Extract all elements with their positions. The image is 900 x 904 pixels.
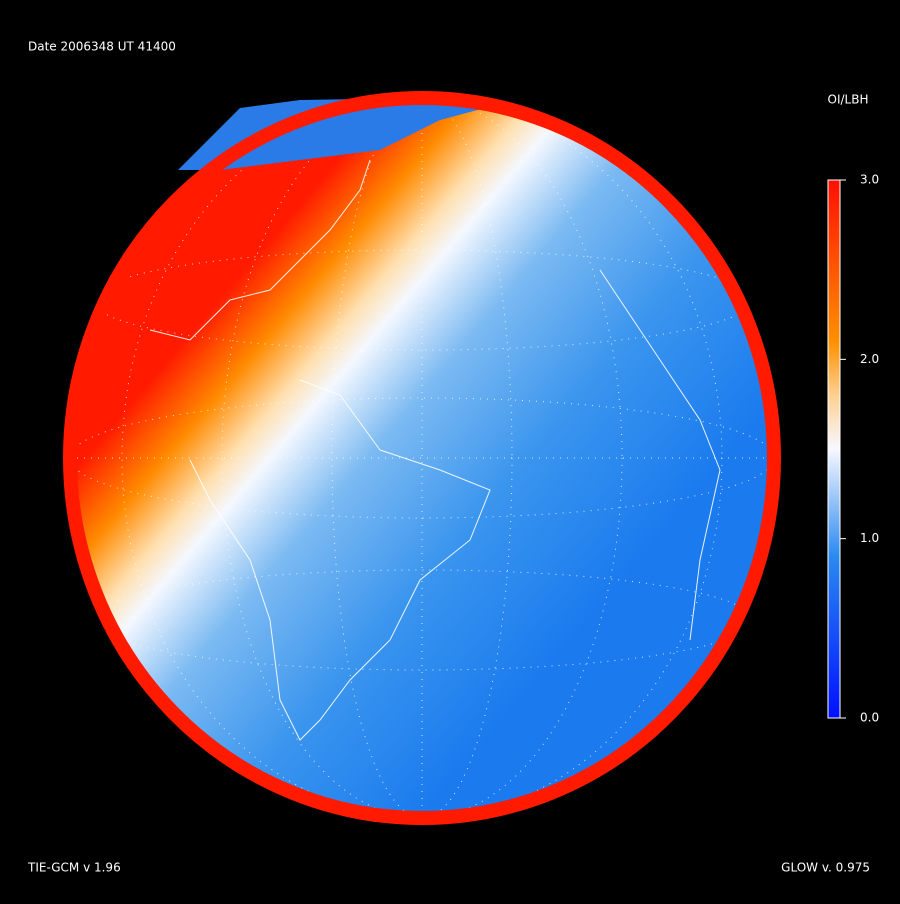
colorbar-tick-label: 3.0 [860,173,879,187]
colorbar-tick-label: 1.0 [860,531,879,545]
globe [63,91,781,825]
blue-cap [178,98,500,170]
colorbar-tick-label: 0.0 [860,711,879,725]
colorbar-tick-label: 2.0 [860,352,879,366]
footer-right: GLOW v. 0.975 [781,861,870,875]
colorbar-title: OI/LBH [828,93,869,107]
colorbar [827,179,841,719]
coastlines [149,159,721,741]
header-title: Date 2006348 UT 41400 [28,40,176,54]
rim [63,91,781,825]
footer-left: TIE-GCM v 1.96 [27,861,121,875]
